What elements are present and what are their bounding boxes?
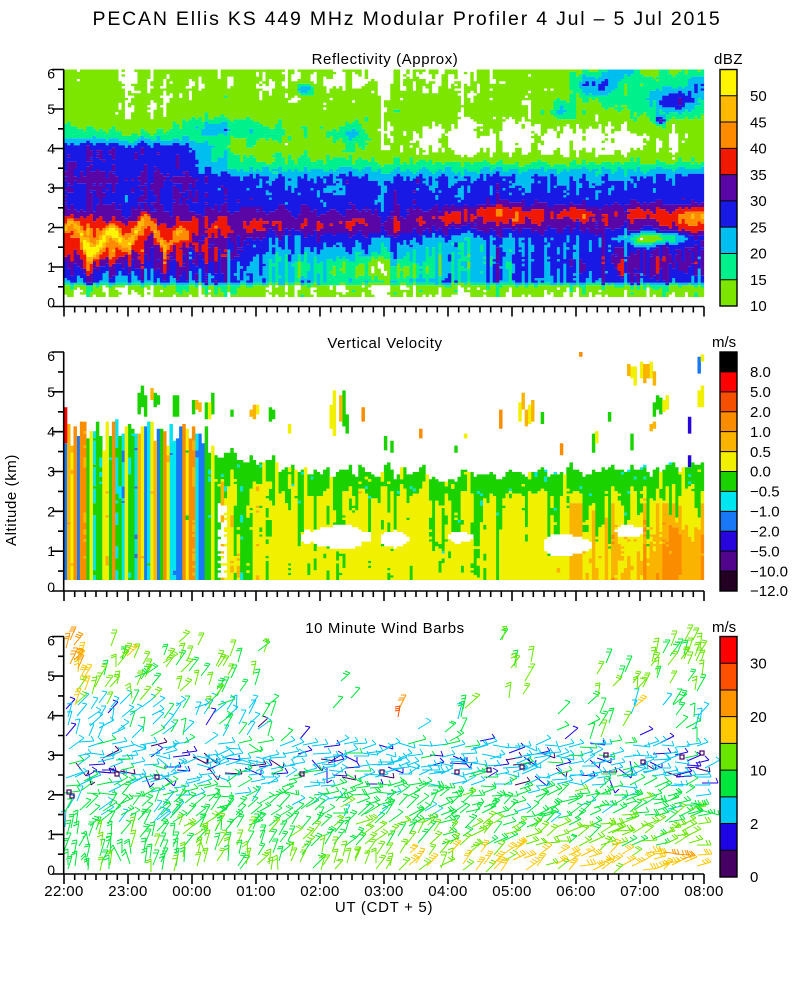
svg-text:20: 20 <box>750 246 767 263</box>
svg-text:0: 0 <box>750 869 758 886</box>
svg-text:2: 2 <box>750 816 758 833</box>
svg-text:1: 1 <box>47 259 55 275</box>
svg-text:50: 50 <box>750 88 767 105</box>
svg-text:25: 25 <box>750 219 767 236</box>
svg-text:3: 3 <box>47 464 55 480</box>
svg-text:m/s: m/s <box>712 334 736 351</box>
svg-text:05:00: 05:00 <box>492 883 532 900</box>
svg-text:1: 1 <box>47 543 55 559</box>
svg-text:30: 30 <box>750 193 767 210</box>
svg-text:01:00: 01:00 <box>236 883 276 900</box>
svg-text:−10.0: −10.0 <box>750 563 788 580</box>
svg-text:10: 10 <box>750 298 767 315</box>
svg-text:Vertical Velocity: Vertical Velocity <box>327 335 442 352</box>
svg-text:06:00: 06:00 <box>556 883 596 900</box>
svg-text:10 Minute Wind Barbs: 10 Minute Wind Barbs <box>305 620 465 637</box>
svg-text:4: 4 <box>47 424 55 440</box>
svg-text:3: 3 <box>47 747 55 763</box>
svg-text:−1.0: −1.0 <box>750 504 780 521</box>
svg-text:1.0: 1.0 <box>750 424 771 441</box>
svg-text:−0.5: −0.5 <box>750 484 780 501</box>
svg-text:2.0: 2.0 <box>750 404 771 421</box>
svg-text:02:00: 02:00 <box>300 883 340 900</box>
svg-text:5.0: 5.0 <box>750 384 771 401</box>
svg-text:5: 5 <box>47 668 55 684</box>
svg-text:45: 45 <box>750 114 767 131</box>
svg-text:0: 0 <box>47 579 55 595</box>
svg-text:03:00: 03:00 <box>364 883 404 900</box>
svg-text:Reflectivity (Approx): Reflectivity (Approx) <box>312 51 459 68</box>
svg-text:−2.0: −2.0 <box>750 524 780 541</box>
svg-text:40: 40 <box>750 141 767 158</box>
svg-text:00:00: 00:00 <box>172 883 212 900</box>
svg-text:1: 1 <box>47 827 55 843</box>
svg-text:0: 0 <box>47 862 55 878</box>
svg-text:4: 4 <box>47 708 55 724</box>
svg-text:2: 2 <box>47 220 55 236</box>
svg-text:6: 6 <box>47 66 55 82</box>
svg-text:5: 5 <box>47 101 55 117</box>
svg-text:23:00: 23:00 <box>108 883 148 900</box>
svg-text:Altitude (km): Altitude (km) <box>3 454 20 546</box>
svg-text:08:00: 08:00 <box>684 883 724 900</box>
svg-text:5: 5 <box>47 384 55 400</box>
svg-text:4: 4 <box>47 141 55 157</box>
svg-text:10: 10 <box>750 762 767 779</box>
svg-text:07:00: 07:00 <box>620 883 660 900</box>
svg-text:UT (CDT + 5): UT (CDT + 5) <box>335 899 433 916</box>
svg-text:3: 3 <box>47 180 55 196</box>
svg-text:15: 15 <box>750 272 767 289</box>
svg-text:22:00: 22:00 <box>44 883 84 900</box>
svg-text:2: 2 <box>47 503 55 519</box>
svg-text:20: 20 <box>750 709 767 726</box>
svg-text:0.5: 0.5 <box>750 444 771 461</box>
svg-text:8.0: 8.0 <box>750 364 771 381</box>
svg-text:6: 6 <box>47 633 55 649</box>
svg-text:2: 2 <box>47 787 55 803</box>
svg-text:−5.0: −5.0 <box>750 543 780 560</box>
svg-text:35: 35 <box>750 167 767 184</box>
svg-text:6: 6 <box>47 348 55 364</box>
svg-text:m/s: m/s <box>712 619 736 636</box>
svg-text:30: 30 <box>750 655 767 672</box>
svg-text:dBZ: dBZ <box>714 51 743 68</box>
svg-text:0.0: 0.0 <box>750 464 771 481</box>
svg-text:−12.0: −12.0 <box>750 583 788 600</box>
svg-text:PECAN Ellis KS 449 MHz Modular: PECAN Ellis KS 449 MHz Modular Profiler … <box>93 8 722 30</box>
svg-text:0: 0 <box>47 295 55 311</box>
svg-text:04:00: 04:00 <box>428 883 468 900</box>
